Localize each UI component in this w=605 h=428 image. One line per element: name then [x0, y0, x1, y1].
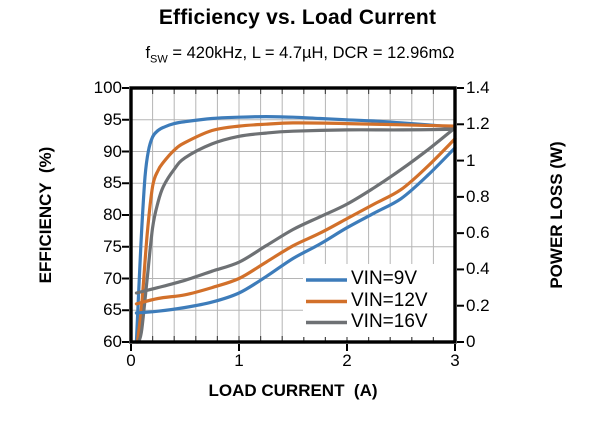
chart-title: Efficiency vs. Load Current — [158, 6, 437, 29]
series-line-vin9v-efficiency — [134, 115, 457, 344]
y-left-tick-label: 75 — [103, 236, 122, 256]
subtitle-sub: SW — [150, 53, 168, 66]
y-right-tick-label: 0.4 — [466, 259, 490, 279]
x-axis-title: LOAD CURRENT (A) — [208, 381, 378, 400]
series-line-vin9v-power-loss — [134, 146, 457, 315]
legend-label-vin9v: VIN=9V — [351, 268, 418, 289]
y-right-tick-label: 0 — [466, 332, 476, 351]
y-right-tick-label: 0.8 — [466, 186, 490, 206]
x-tick-label: 0 — [126, 351, 136, 370]
x-tick-label: 1 — [234, 351, 244, 370]
subtitle-rest: = 420kHz, L = 4.7µH, DCR = 12.96mΩ — [167, 44, 455, 62]
chart-subtitle: fSW = 420kHz, L = 4.7µH, DCR = 12.96mΩ — [0, 44, 600, 65]
x-tick-label: 3 — [450, 351, 460, 370]
y-left-tick-label: 85 — [103, 173, 122, 193]
series-curves — [134, 115, 457, 344]
major-ticks — [122, 87, 464, 351]
y-right-tick-label: 0.2 — [466, 295, 490, 315]
x-tick-label: 2 — [342, 351, 352, 370]
series-line-vin12v-power-loss — [134, 137, 457, 306]
series-line-vin12v-efficiency — [135, 121, 457, 344]
y-left-tick-label: 100 — [93, 78, 122, 97]
plot-frame — [129, 86, 457, 344]
series-line-vin16v-efficiency — [137, 127, 457, 344]
y-left-tick-label: 60 — [103, 332, 122, 351]
legend-label-vin12v: VIN=12V — [351, 290, 428, 311]
y-right-tick-label: 1.2 — [466, 114, 490, 134]
y-left-tick-label: 65 — [103, 300, 122, 320]
y-right-tick-label: 0.6 — [466, 223, 490, 243]
y-left-tick-label: 70 — [103, 268, 122, 288]
minor-ticks — [152, 89, 434, 341]
series-line-vin16v-power-loss — [134, 126, 457, 295]
y-left-tick-label: 80 — [103, 205, 122, 224]
subtitle-f: f — [145, 44, 151, 62]
y-left-tick-label: 90 — [103, 141, 122, 161]
y-left-tick-label: 95 — [103, 109, 122, 129]
y-right-tick-label: 1.4 — [466, 78, 490, 97]
y-right-tick-label: 1 — [466, 150, 476, 170]
legend-label-vin16v: VIN=16V — [351, 311, 428, 332]
